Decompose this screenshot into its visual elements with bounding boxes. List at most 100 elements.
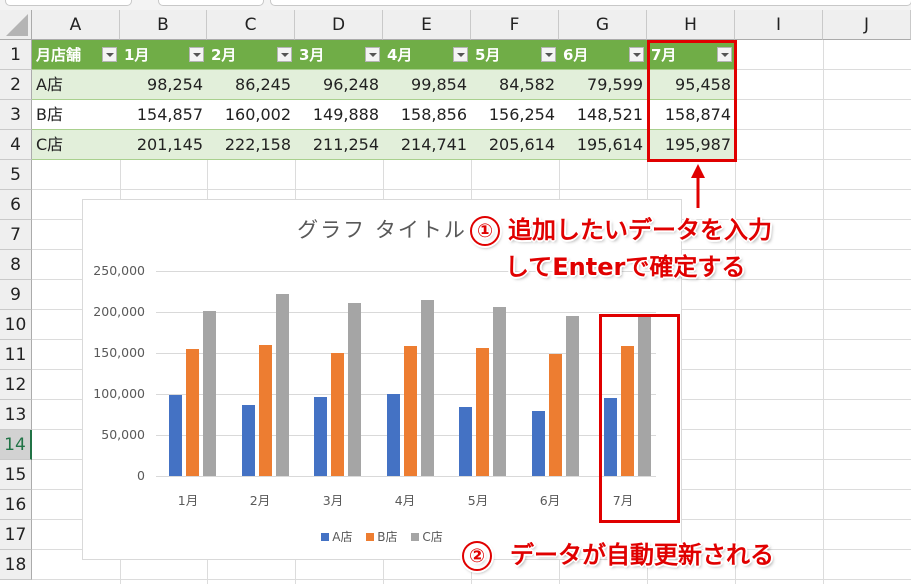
bar[interactable] (331, 353, 344, 476)
table-cell[interactable]: 154,857 (120, 100, 207, 130)
row-header-13[interactable]: 13 (0, 400, 32, 430)
bar[interactable] (531, 410, 545, 476)
table-cell[interactable]: 195,614 (559, 130, 647, 160)
table-cell-store[interactable]: A店 (32, 70, 120, 100)
chart-legend[interactable]: A店 B店 C店 (83, 528, 681, 545)
bar[interactable] (241, 405, 255, 476)
table-cell[interactable]: 214,741 (383, 130, 471, 160)
table-cell[interactable]: 99,854 (383, 70, 471, 100)
name-box[interactable] (5, 0, 132, 6)
filter-dropdown-icon[interactable] (102, 47, 117, 62)
table-header-may[interactable]: 5月 (471, 40, 559, 70)
bar[interactable] (169, 395, 182, 476)
row-header-3[interactable]: 3 (0, 100, 32, 130)
table-cell[interactable]: 95,458 (647, 70, 735, 100)
row-header-6[interactable]: 6 (0, 190, 32, 220)
table-cell[interactable]: 86,245 (207, 70, 295, 100)
column-header-j[interactable]: J (823, 10, 911, 40)
row-header-4[interactable]: 4 (0, 130, 32, 160)
column-header-h[interactable]: H (647, 10, 735, 40)
row-header-18[interactable]: 18 (0, 550, 32, 580)
bar[interactable] (186, 349, 199, 476)
table-cell-store[interactable]: B店 (32, 100, 120, 130)
table-cell[interactable]: 79,599 (559, 70, 647, 100)
row-header-14[interactable]: 14 (0, 430, 32, 460)
column-header-c[interactable]: C (207, 10, 295, 40)
bar[interactable] (203, 311, 216, 476)
column-header-g[interactable]: G (559, 10, 647, 40)
table-header-jan[interactable]: 1月 (120, 40, 207, 70)
filter-dropdown-icon[interactable] (629, 47, 644, 62)
legend-item-b[interactable]: B店 (366, 528, 398, 545)
select-all-button[interactable] (0, 10, 32, 40)
table-cell[interactable]: 96,248 (295, 70, 383, 100)
bar[interactable] (621, 345, 634, 476)
table-cell[interactable]: 222,158 (207, 130, 295, 160)
formula-input[interactable] (270, 0, 911, 6)
bar[interactable] (314, 397, 327, 476)
table-cell[interactable]: 205,614 (471, 130, 559, 160)
table-header-feb[interactable]: 2月 (207, 40, 295, 70)
table-cell[interactable]: 148,521 (559, 100, 647, 130)
table-header-jun[interactable]: 6月 (559, 40, 647, 70)
table-cell[interactable]: 156,254 (471, 100, 559, 130)
row-header-1[interactable]: 1 (0, 40, 32, 70)
table-cell-store[interactable]: C店 (32, 130, 120, 160)
row-header-5[interactable]: 5 (0, 160, 32, 190)
column-header-i[interactable]: I (735, 10, 823, 40)
x-axis-tick: 6月 (539, 493, 561, 508)
table-header-mar[interactable]: 3月 (295, 40, 383, 70)
column-header-e[interactable]: E (383, 10, 471, 40)
table-cell[interactable]: 98,254 (120, 70, 207, 100)
bar[interactable] (420, 299, 434, 476)
table-cell[interactable]: 211,254 (295, 130, 383, 160)
filter-dropdown-icon[interactable] (365, 47, 380, 62)
row-header-10[interactable]: 10 (0, 310, 32, 340)
bar[interactable] (565, 315, 579, 476)
table-cell[interactable]: 201,145 (120, 130, 207, 160)
row-header-11[interactable]: 11 (0, 340, 32, 370)
bar[interactable] (476, 347, 489, 476)
bar[interactable] (548, 354, 562, 476)
bar[interactable] (493, 307, 506, 476)
filter-dropdown-icon[interactable] (277, 47, 292, 62)
table-header-apr[interactable]: 4月 (383, 40, 471, 70)
row-header-8[interactable]: 8 (0, 250, 32, 280)
filter-dropdown-icon[interactable] (189, 47, 204, 62)
legend-item-a[interactable]: A店 (321, 528, 352, 545)
table-cell[interactable]: 158,874 (647, 100, 735, 130)
bar[interactable] (258, 344, 272, 476)
row-header-9[interactable]: 9 (0, 280, 32, 310)
table-cell[interactable]: 160,002 (207, 100, 295, 130)
table-header-store[interactable]: 月店舗 (32, 40, 120, 70)
table-cell[interactable]: 149,888 (295, 100, 383, 130)
row-header-2[interactable]: 2 (0, 70, 32, 100)
bar[interactable] (386, 394, 400, 476)
row-header-17[interactable]: 17 (0, 520, 32, 550)
filter-dropdown-icon[interactable] (717, 47, 732, 62)
row-header-7[interactable]: 7 (0, 220, 32, 250)
column-header-a[interactable]: A (32, 10, 120, 40)
row-header-16[interactable]: 16 (0, 490, 32, 520)
bar[interactable] (638, 315, 651, 476)
filter-dropdown-icon[interactable] (453, 47, 468, 62)
filter-dropdown-icon[interactable] (541, 47, 556, 62)
bar[interactable] (348, 302, 361, 476)
legend-item-c[interactable]: C店 (411, 528, 443, 545)
table-cell[interactable]: 158,856 (383, 100, 471, 130)
row-header-12[interactable]: 12 (0, 370, 32, 400)
column-header-d[interactable]: D (295, 10, 383, 40)
clustered-column-chart[interactable]: グラフ タイトル 250,000 200,000 150,000 100,000… (82, 199, 682, 560)
table-cell[interactable]: 84,582 (471, 70, 559, 100)
column-header-b[interactable]: B (120, 10, 207, 40)
column-header-f[interactable]: F (471, 10, 559, 40)
bar[interactable] (403, 345, 417, 476)
formula-buttons[interactable] (158, 0, 264, 6)
bar[interactable] (604, 397, 617, 476)
table-header-jul[interactable]: 7月 (647, 40, 735, 70)
table-cell[interactable]: 195,987 (647, 130, 735, 160)
bar[interactable] (275, 293, 289, 476)
row-header-15[interactable]: 15 (0, 460, 32, 490)
bar[interactable] (459, 406, 472, 476)
chart-title[interactable]: グラフ タイトル (297, 218, 467, 242)
